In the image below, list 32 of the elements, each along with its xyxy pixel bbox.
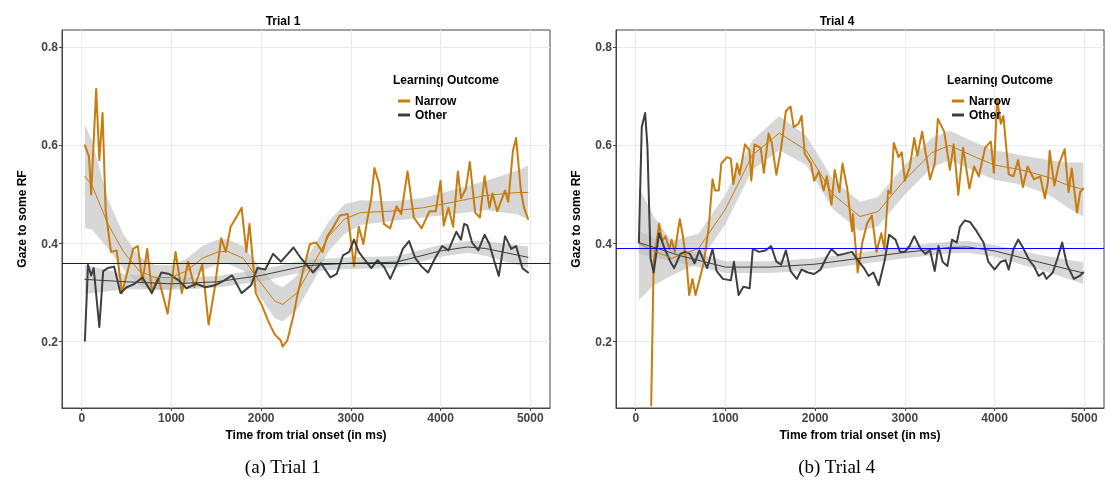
x-tick-label: 2000 bbox=[247, 411, 275, 425]
legend-title: Learning Outcome bbox=[393, 73, 500, 87]
y-tick-label: 0.4 bbox=[595, 236, 613, 251]
legend-label: Other bbox=[415, 108, 448, 122]
legend-label: Narrow bbox=[415, 94, 458, 108]
y-tick-label: 0.4 bbox=[41, 236, 59, 251]
y-axis-title: Gaze to some RF bbox=[15, 170, 29, 268]
chart-title: Trial 1 bbox=[265, 14, 301, 28]
text: (a) Trial 1 bbox=[244, 456, 321, 478]
x-tick-label: 1000 bbox=[158, 411, 186, 425]
x-axis-title: Time from trial onset (in ms) bbox=[779, 427, 941, 442]
y-tick-label: 0.6 bbox=[41, 138, 59, 153]
x-tick-label: 3000 bbox=[891, 411, 919, 425]
legend-title: Learning Outcome bbox=[947, 73, 1054, 87]
x-tick-label: 0 bbox=[632, 411, 640, 425]
x-tick-label: 4000 bbox=[981, 411, 1009, 425]
y-tick-label: 0.2 bbox=[41, 334, 59, 349]
x-tick-label: 3000 bbox=[337, 411, 365, 425]
y-axis-title: Gaze to some RF bbox=[569, 170, 583, 268]
x-tick-label: 5000 bbox=[516, 411, 544, 425]
x-tick-label: 4000 bbox=[427, 411, 455, 425]
y-tick-label: 0.8 bbox=[595, 40, 613, 55]
text: (b) Trial 4 bbox=[798, 456, 876, 478]
y-tick-label: 0.6 bbox=[595, 138, 613, 153]
x-axis-title: Time from trial onset (in ms) bbox=[225, 427, 387, 442]
y-tick-label: 0.2 bbox=[595, 334, 613, 349]
x-tick-label: 2000 bbox=[801, 411, 829, 425]
x-tick-label: 5000 bbox=[1070, 411, 1098, 425]
y-tick-label: 0.8 bbox=[41, 40, 59, 55]
x-tick-label: 0 bbox=[78, 411, 86, 425]
x-tick-label: 1000 bbox=[712, 411, 740, 425]
chart-title: Trial 4 bbox=[819, 14, 855, 28]
